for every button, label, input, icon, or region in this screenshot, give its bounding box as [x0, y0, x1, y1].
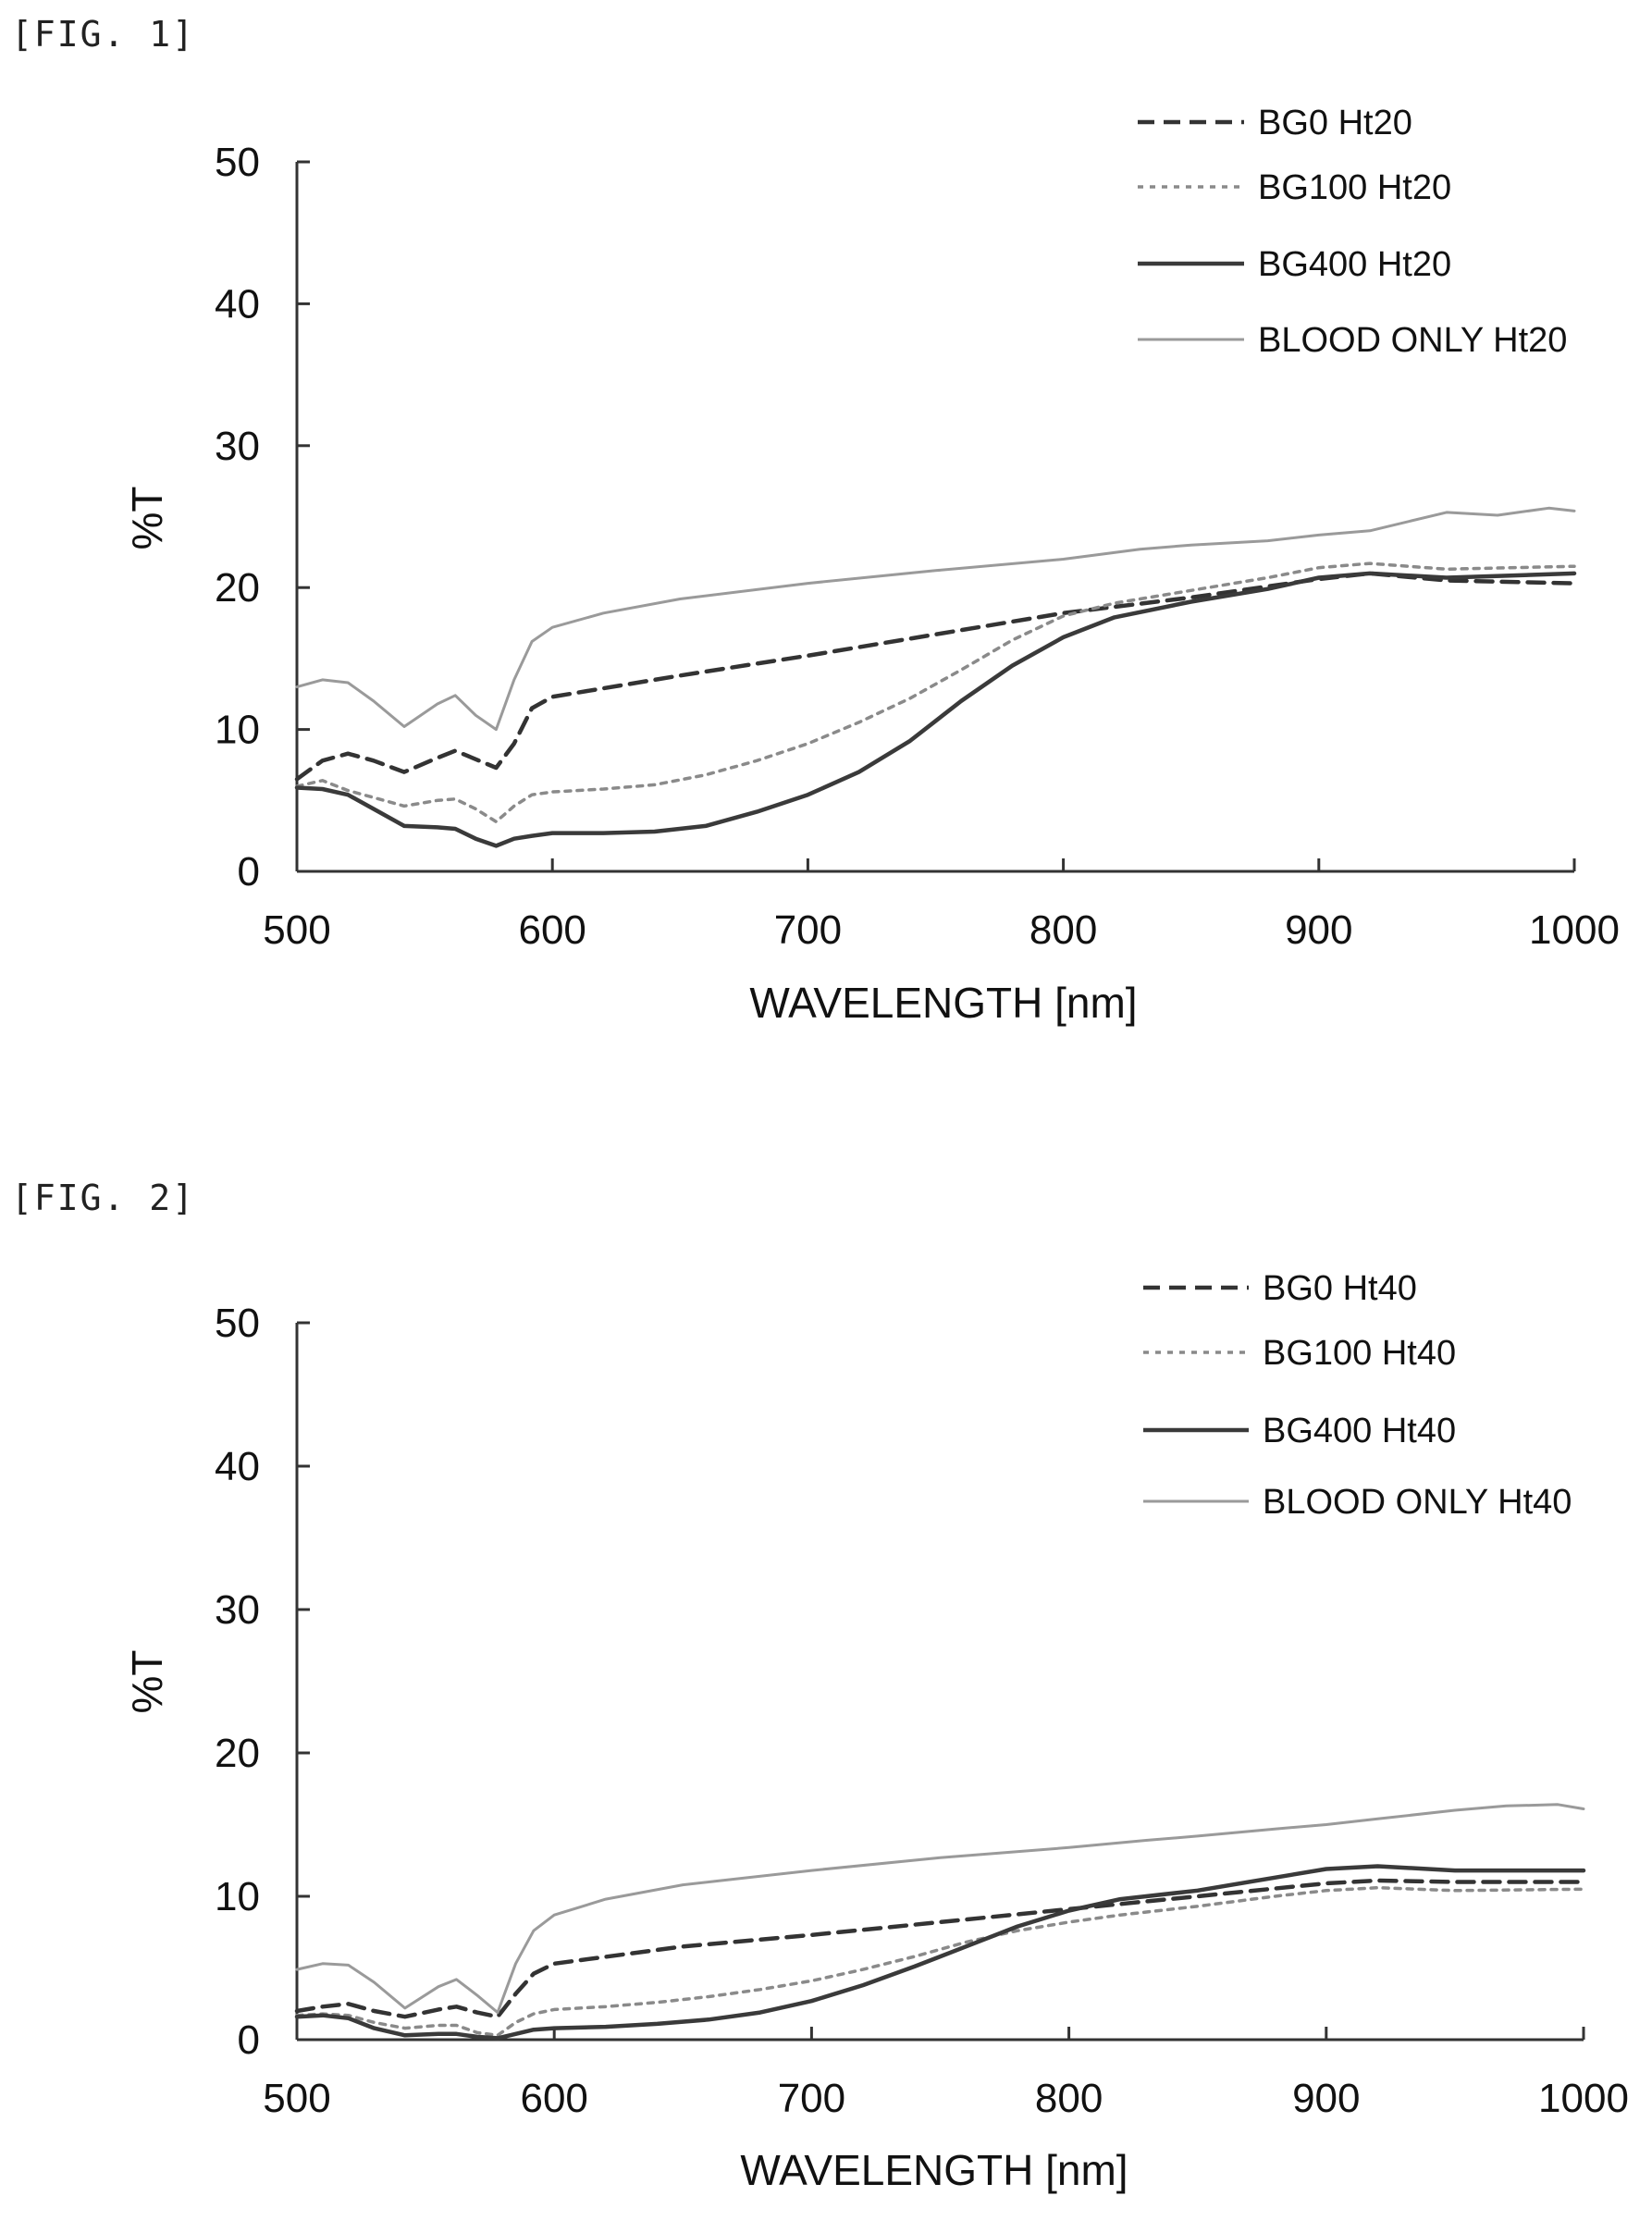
y-tick-label: 20	[215, 565, 260, 611]
series-line-1	[295, 1885, 1585, 2038]
series-line-3	[295, 1803, 1585, 2015]
y-tick-label: 20	[215, 1731, 260, 1776]
y-axis-title: %T	[123, 1650, 171, 1714]
series-line-2	[294, 571, 1577, 848]
y-axis-title: %T	[123, 487, 171, 550]
x-tick-label: 700	[778, 2076, 845, 2121]
y-tick-label: 40	[215, 281, 260, 327]
x-tick-label: 800	[1029, 907, 1097, 953]
figure-1-label: [FIG. 1]	[11, 14, 195, 55]
x-tick-label: 700	[774, 907, 842, 953]
x-tick-label: 600	[518, 907, 586, 953]
legend-label-1: BG100 Ht20	[1258, 168, 1451, 207]
series-line-1	[295, 561, 1576, 824]
figure-2-label: [FIG. 2]	[11, 1178, 195, 1218]
y-tick-label: 10	[215, 1874, 260, 1919]
legend-label-2: BG400 Ht40	[1263, 1412, 1456, 1450]
chart-figure-1: 0 10 20 30 40 50 500 600 700 800 900 1000 WAVELENGTH…	[123, 104, 1620, 1027]
y-tick-label: 50	[215, 1301, 260, 1346]
series-line-2	[294, 1864, 1586, 2041]
y-tick-label: 0	[238, 849, 260, 894]
legend-label-3: BLOOD ONLY Ht20	[1258, 321, 1567, 360]
chart-figure-2: 0 10 20 30 40 50 500 600 700 800 900 1000 WAVELENGTH…	[123, 1269, 1629, 2194]
y-tick-label: 0	[238, 2017, 260, 2063]
x-axis-title: WAVELENGTH [nm]	[749, 979, 1137, 1027]
x-tick-label: 600	[520, 2076, 587, 2121]
x-tick-label: 1000	[1529, 907, 1620, 953]
x-tick-label: 500	[263, 2076, 330, 2121]
x-tick-label: 900	[1285, 907, 1352, 953]
x-tick-label: 900	[1292, 2076, 1360, 2121]
series-line-3	[295, 506, 1576, 732]
y-tick-label: 10	[215, 708, 260, 753]
x-tick-label: 1000	[1538, 2076, 1629, 2121]
legend-label-0: BG0 Ht40	[1263, 1269, 1417, 1308]
x-tick-label: 500	[263, 907, 330, 953]
legend-label-3: BLOOD ONLY Ht40	[1263, 1483, 1572, 1522]
y-tick-label: 50	[215, 140, 260, 185]
y-tick-label: 40	[215, 1444, 260, 1489]
legend-label-0: BG0 Ht20	[1258, 104, 1412, 142]
legend-label-2: BG400 Ht20	[1258, 245, 1451, 284]
y-tick-label: 30	[215, 424, 260, 469]
x-tick-label: 800	[1035, 2076, 1103, 2121]
y-tick-label: 30	[215, 1587, 260, 1633]
legend-label-1: BG100 Ht40	[1263, 1334, 1456, 1373]
x-axis-title: WAVELENGTH [nm]	[740, 2146, 1128, 2194]
series-line-0	[294, 1878, 1586, 2019]
series-line-0	[294, 571, 1577, 782]
